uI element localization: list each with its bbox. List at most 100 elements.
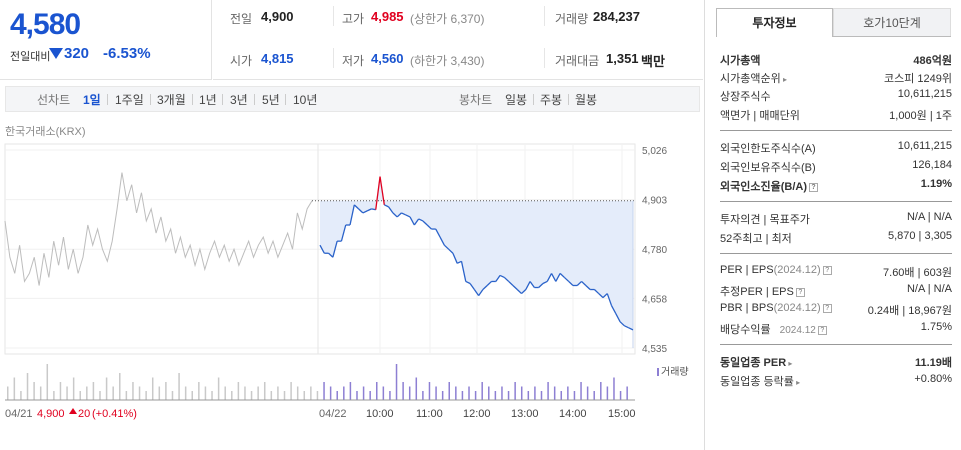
tab-1year[interactable]: 1년 [199,93,217,107]
dividend-period: 2024.12 [779,325,816,336]
volume-bar [481,382,483,400]
volume-bar [468,386,470,400]
volume-bar [171,391,174,400]
market-cap-row: 시가총액 486억원 [720,50,952,68]
price-segment [452,252,458,264]
volume-bar [567,386,569,400]
volume-bar [204,386,207,400]
price-segment [482,285,488,291]
help-icon[interactable]: ? [822,266,832,275]
help-icon[interactable]: ? [822,304,832,313]
y-tick-label: 5,026 [642,146,667,157]
par-row: 액면가 | 매매단위 1,000원 | 1주 [720,105,952,123]
volume-bar [626,386,628,400]
shares-row: 상장주식수 10,611,215 [720,86,952,104]
current-price: 4,580 [10,8,81,41]
price-segment [384,204,389,208]
volume-bar [580,382,582,400]
est-per-value: N/A | N/A [906,283,952,295]
volume-bar [540,391,543,400]
divider [544,6,545,26]
tab-orderbook[interactable]: 호가10단계 [833,8,951,37]
tab-3month[interactable]: 3개월 [157,93,186,107]
trade-value-label: 거래대금 [555,54,600,68]
x-tick-label: 14:00 [559,408,587,420]
sector-per-value: 11.19배 [914,357,952,369]
chart-period-tabs: 선차트 1일 1주일 3개월 1년 3년 5년 10년 봉차트 일봉 주봉 월봉 [5,86,700,112]
tab-investment-info[interactable]: 투자정보 [716,8,833,37]
price-segment [478,289,484,296]
volume-bar [158,386,161,400]
volume-bar [343,386,345,400]
price-segment [405,214,411,218]
price-segment [396,212,402,218]
volume-bar [99,391,101,400]
volume-bar [283,391,286,400]
prev-label: 전일 [230,12,253,26]
volume-legend-swatch [657,368,659,376]
low-label: 저가 [342,54,365,68]
volume-bar [217,377,220,400]
tab-1day[interactable]: 1일 [83,93,101,107]
price-segment [581,280,587,286]
volume-bar [349,382,352,400]
prev-change-value: 20 [78,408,90,420]
price-segment [469,283,475,290]
volume-bar [119,373,121,400]
prev-date-label: 04/21 [5,408,33,420]
dividend-value: 1.75% [920,321,952,333]
section-divider [720,130,952,131]
price-segment [606,293,613,306]
volume-value: 284,237 [593,9,640,24]
volume-bar [553,386,556,400]
volume-bar [151,377,154,400]
upper-limit: (상한가 6,370) [410,12,485,26]
volume-bar [560,391,563,400]
help-icon[interactable]: ? [809,183,818,192]
foreign-ratio-label: 외국인소진율(B/A) [720,181,807,193]
volume-bar [263,382,266,400]
volume-bar [356,391,358,400]
volume-bar [474,391,477,400]
volume-bar [415,377,418,400]
volume-bar [20,391,22,400]
volume-bar [376,382,378,400]
price-segment [495,275,501,282]
volume-bar [382,386,385,400]
price-segment [353,204,360,210]
y-tick-label: 4,658 [642,294,667,305]
intraday-price-chart[interactable]: 5,026 4,903 4,780 4,658 4,535 거래량 04/21 4,900 20… [0,132,700,450]
volume-bar [527,391,530,400]
help-icon[interactable]: ? [817,326,827,335]
est-per-label: 추정PER | EPS [720,286,794,298]
change-label: 전일대비 [10,51,51,63]
volume-bar [514,382,516,400]
volume-bar [237,382,240,400]
tab-10year[interactable]: 10년 [293,93,318,107]
price-segment [615,313,621,323]
volume-bar [178,373,180,400]
volume-bar [125,391,128,400]
tab-weekly[interactable]: 주봉 [540,93,563,107]
price-segment [529,281,535,288]
price-segment [602,293,608,299]
tab-5year[interactable]: 5년 [262,93,280,107]
volume-bar [455,386,457,400]
price-segment [610,305,617,315]
tab-1week[interactable]: 1주일 [115,93,144,107]
volume-bar [250,391,253,400]
y-tick-label: 4,780 [642,245,667,256]
price-segment [328,252,334,258]
divider [544,48,545,68]
tab-monthly[interactable]: 월봉 [575,93,598,107]
tab-daily[interactable]: 일봉 [505,93,528,107]
help-icon[interactable]: ? [795,288,805,297]
volume-bar [33,382,35,400]
price-segment [409,216,415,226]
sector-change-value: +0.80% [914,373,952,385]
volume-bar [184,386,187,400]
tab-3year[interactable]: 3년 [230,93,248,107]
down-arrow-icon [49,48,63,59]
volume-bar [606,386,609,400]
foreign-hold-label: 외국인보유주식수(B) [720,162,816,174]
